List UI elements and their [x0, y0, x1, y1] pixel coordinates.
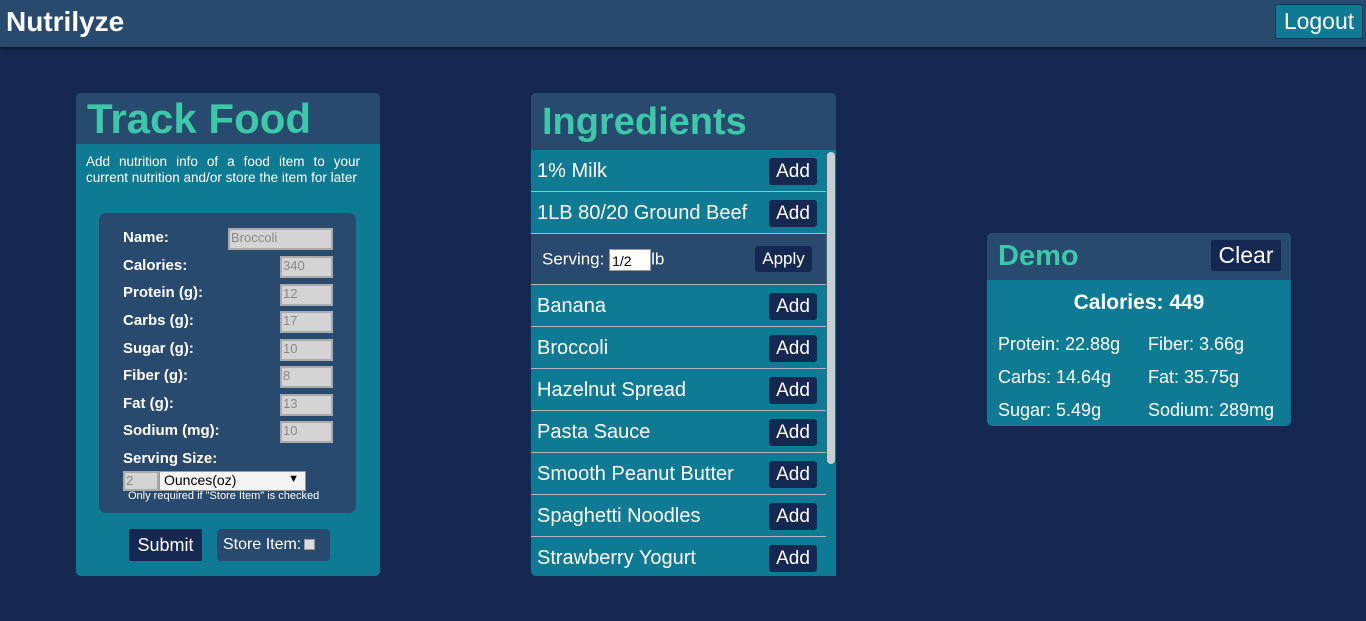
ingredients-list: 1% Milk Add 1LB 80/20 Ground Beef Add Servin… — [531, 150, 826, 576]
serving-unit-select[interactable]: Ounces(oz) ▼ — [159, 471, 306, 491]
serving-size-input[interactable]: 2 — [123, 471, 159, 491]
sodium-label: Sodium (mg): — [123, 422, 220, 439]
serving-unit-value: Ounces(oz) — [164, 472, 237, 488]
ingredient-name: Strawberry Yogurt — [537, 547, 696, 569]
fat-label: Fat (g): — [123, 395, 174, 412]
logout-button[interactable]: Logout — [1275, 4, 1363, 39]
demo-title: Demo — [998, 240, 1079, 272]
top-nav: Nutrilyze Logout — [0, 0, 1366, 47]
fat-stat: Fat: 35.75g — [1148, 367, 1240, 387]
serving-label: Serving: — [542, 249, 605, 269]
ingredient-row: Pasta Sauce Add — [531, 411, 826, 453]
track-food-card: Track Food Add nutrition info of a food … — [76, 93, 380, 576]
ingredient-name: Pasta Sauce — [537, 421, 651, 443]
serving-input[interactable]: 1/2 — [609, 249, 652, 271]
calories-input[interactable]: 340 — [280, 256, 333, 278]
sodium-input[interactable]: 10 — [280, 421, 333, 443]
serving-unit: lb — [651, 249, 665, 269]
ingredient-name: Smooth Peanut Butter — [537, 463, 734, 485]
submit-button[interactable]: Submit — [129, 529, 202, 561]
protein-input[interactable]: 12 — [280, 284, 333, 306]
fiber-stat: Fiber: 3.66g — [1148, 334, 1245, 354]
add-ingredient-button[interactable]: Add — [769, 503, 817, 530]
ingredient-row: Smooth Peanut Butter Add — [531, 453, 826, 495]
ingredients-card: Ingredients 1% Milk Add 1LB 80/20 Ground B… — [531, 93, 836, 576]
demo-header: Demo Clear — [987, 233, 1291, 280]
name-input[interactable]: Broccoli — [228, 228, 333, 250]
add-ingredient-button[interactable]: Add — [769, 419, 817, 446]
ingredients-title: Ingredients — [531, 93, 836, 150]
add-ingredient-button[interactable]: Add — [769, 158, 817, 185]
serving-size-label: Serving Size: — [123, 450, 218, 467]
ingredient-row: Banana Add — [531, 285, 826, 327]
add-ingredient-button[interactable]: Add — [769, 335, 817, 362]
carbs-stat: Carbs: 14.64g — [998, 367, 1112, 387]
add-ingredient-button[interactable]: Add — [769, 461, 817, 488]
serving-note: Only required if "Store Item" is checked — [128, 490, 320, 502]
ingredient-row: Broccoli Add — [531, 327, 826, 369]
ingredient-name: Broccoli — [537, 337, 609, 359]
fat-input[interactable]: 13 — [280, 394, 333, 416]
add-ingredient-button[interactable]: Add — [769, 545, 817, 572]
sugar-stat: Sugar: 5.49g — [998, 400, 1102, 420]
carbs-label: Carbs (g): — [123, 312, 194, 329]
brand-logo[interactable]: Nutrilyze — [6, 6, 125, 37]
ingredient-row: 1LB 80/20 Ground Beef Add — [531, 192, 826, 234]
sugar-input[interactable]: 10 — [280, 339, 333, 361]
calories-label: Calories: — [123, 257, 188, 274]
ingredient-row: 1% Milk Add — [531, 150, 826, 192]
sugar-label: Sugar (g): — [123, 340, 194, 357]
demo-summary-card: Demo Clear Calories: 449 Protein: 22.88g … — [987, 233, 1291, 426]
fiber-input[interactable]: 8 — [280, 366, 333, 388]
fiber-label: Fiber (g): — [123, 367, 188, 384]
ingredient-name: 1LB 80/20 Ground Beef — [537, 202, 748, 224]
track-food-description: Add nutrition info of a food item to you… — [86, 154, 360, 185]
serving-editor: Serving: 1/2 lb Apply — [531, 234, 826, 285]
ingredient-row: Strawberry Yogurt Add — [531, 537, 826, 576]
ingredient-name: Banana — [537, 295, 606, 317]
ingredient-name: Hazelnut Spread — [537, 379, 686, 401]
track-food-title: Track Food — [76, 93, 380, 144]
ingredient-row: Hazelnut Spread Add — [531, 369, 826, 411]
add-ingredient-button[interactable]: Add — [769, 377, 817, 404]
food-form: Name: Broccoli Calories: 340 Protein (g)… — [99, 213, 356, 513]
scrollbar-thumb[interactable] — [827, 152, 835, 464]
add-ingredient-button[interactable]: Add — [769, 200, 817, 227]
apply-button[interactable]: Apply — [755, 246, 812, 272]
name-label: Name: — [123, 229, 169, 246]
ingredient-name: 1% Milk — [537, 160, 608, 182]
sodium-stat: Sodium: 289mg — [1148, 400, 1275, 420]
carbs-input[interactable]: 17 — [280, 311, 333, 333]
add-ingredient-button[interactable]: Add — [769, 293, 817, 320]
dropdown-arrow-icon: ▼ — [288, 473, 299, 485]
clear-button[interactable]: Clear — [1211, 240, 1281, 271]
ingredient-row: Spaghetti Noodles Add — [531, 495, 826, 537]
store-item-label: Store Item: — [223, 536, 302, 553]
protein-stat: Protein: 22.88g — [998, 334, 1121, 354]
ingredient-name: Spaghetti Noodles — [537, 505, 701, 527]
protein-label: Protein (g): — [123, 284, 203, 301]
total-calories: Calories: 449 — [1073, 291, 1205, 314]
store-item-checkbox[interactable] — [304, 539, 316, 550]
store-item-toggle[interactable]: Store Item: — [217, 529, 330, 561]
